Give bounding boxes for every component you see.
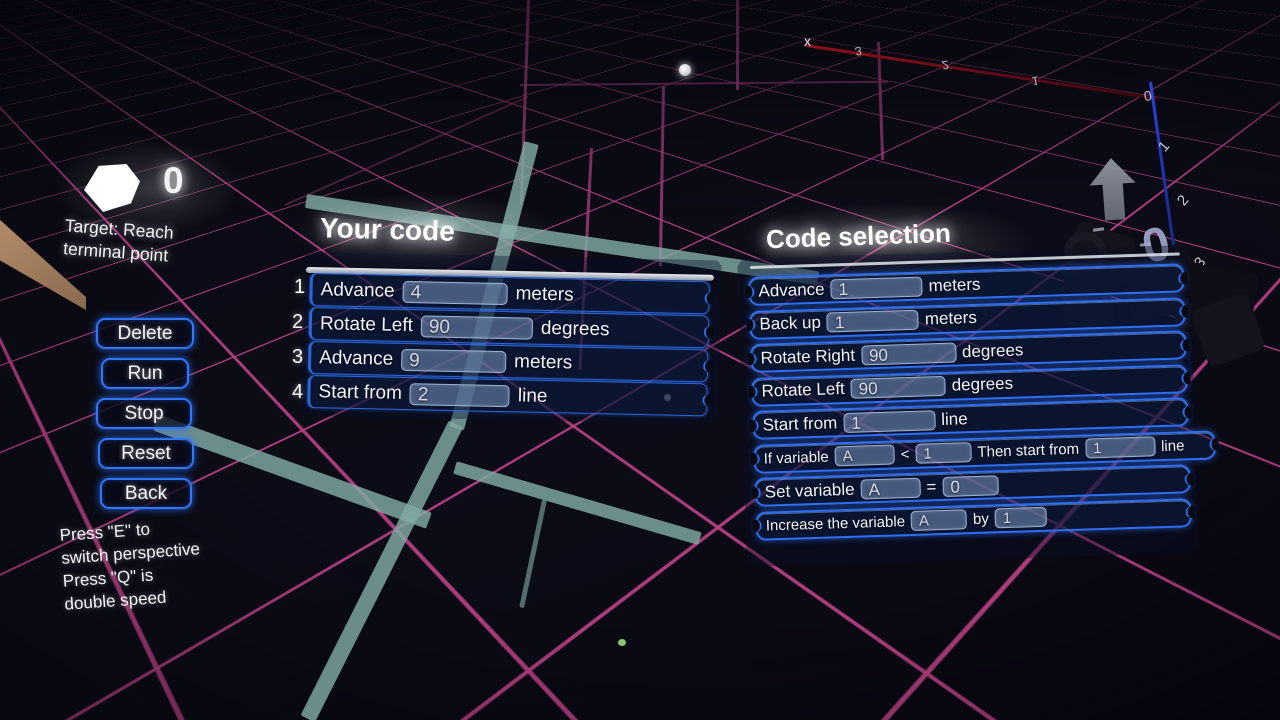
row-label: Advance [758, 279, 825, 301]
code-selection-title: Code selection [766, 218, 952, 255]
row-label: degrees [541, 317, 610, 340]
code-row[interactable]: Start from 2 line [307, 375, 708, 416]
your-code-rows: Advance 4 meters Rotate Left 90 degrees Advanc… [307, 273, 710, 417]
value-input[interactable]: 90 [421, 315, 533, 339]
small-green-dot [618, 639, 626, 646]
value-input[interactable]: 1 [830, 276, 923, 299]
row-label: meters [515, 283, 574, 306]
run-button[interactable]: Run [101, 358, 189, 389]
value-input[interactable]: 1 [1085, 436, 1156, 458]
control-buttons: Delete Run Stop Reset Back [96, 318, 194, 509]
value-input[interactable]: 90 [850, 376, 946, 399]
reset-button[interactable]: Reset [98, 438, 194, 469]
row-label: Rotate Left [761, 379, 845, 402]
your-code-title: Your code [320, 212, 456, 248]
row-label: < [900, 446, 909, 463]
target-text: Target: Reach terminal point [63, 214, 175, 267]
row-label: line [941, 409, 968, 430]
row-label: line [1161, 437, 1185, 455]
value-input[interactable]: 9 [401, 348, 506, 372]
row-label: degrees [951, 374, 1013, 396]
row-label: Then start from [977, 440, 1079, 460]
row-label: Rotate Right [760, 345, 855, 368]
value-input[interactable]: A [834, 444, 895, 466]
row-label: Advance [319, 347, 393, 371]
delete-button[interactable]: Delete [96, 318, 194, 349]
row-label: Back up [759, 313, 821, 335]
row-label: meters [925, 308, 978, 330]
value-input[interactable]: 1 [994, 507, 1047, 529]
value-input[interactable]: 0 [942, 475, 999, 497]
row-label: meters [928, 274, 981, 296]
row-label: Rotate Left [320, 313, 413, 337]
stop-button[interactable]: Stop [96, 398, 192, 429]
row-label: Start from [318, 381, 402, 405]
line-number: 1 [294, 276, 305, 299]
row-label: degrees [962, 340, 1024, 362]
value-input[interactable]: A [911, 509, 968, 531]
row-label: Set variable [764, 479, 854, 502]
row-label: line [518, 385, 548, 408]
line-number: 2 [292, 311, 303, 334]
back-button[interactable]: Back [100, 478, 192, 509]
x-axis-label: x [804, 33, 811, 49]
row-label: by [973, 510, 989, 527]
row-label: = [926, 477, 937, 497]
value-input[interactable]: 90 [861, 342, 957, 365]
row-label: Increase the variable [766, 513, 906, 534]
line-number: 4 [292, 381, 303, 404]
row-label: If variable [763, 448, 829, 467]
value-input[interactable]: A [860, 477, 921, 499]
row-label: Start from [762, 413, 837, 435]
value-input[interactable]: 1 [915, 442, 972, 464]
value-input[interactable]: 1 [843, 410, 936, 433]
row-label: Advance [320, 279, 394, 303]
gem-counter: 0 [163, 160, 184, 202]
white-sphere [679, 64, 691, 76]
instructions-text: Press "E" to switch perspective Press "Q… [59, 515, 204, 616]
code-selection-rows: Advance 1 meters Back up 1 meters Rotate Right… [748, 263, 1192, 545]
value-input[interactable]: 2 [410, 383, 510, 407]
value-input[interactable]: 4 [402, 280, 507, 304]
row-label: meters [514, 351, 573, 374]
line-number: 3 [292, 346, 303, 369]
value-input[interactable]: 1 [827, 310, 920, 333]
game-viewport: x 3 2 1 0 1 2 3 Y 0 0 Target: Reach term… [0, 0, 1280, 720]
